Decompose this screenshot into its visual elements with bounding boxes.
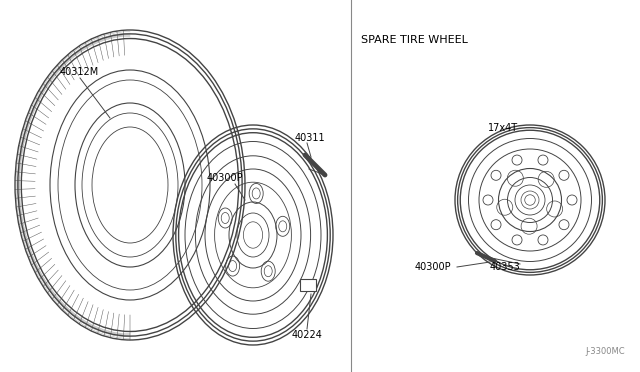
Text: J-3300MC: J-3300MC <box>586 347 625 356</box>
Ellipse shape <box>525 195 535 205</box>
Text: 40300P: 40300P <box>207 173 244 183</box>
Text: 40312M: 40312M <box>60 67 99 77</box>
Text: SPARE TIRE WHEEL: SPARE TIRE WHEEL <box>361 35 468 45</box>
FancyBboxPatch shape <box>300 279 316 291</box>
Text: 17x4T: 17x4T <box>488 123 518 133</box>
Text: 40300P: 40300P <box>415 262 452 272</box>
Text: 40224: 40224 <box>292 330 323 340</box>
Text: 40311: 40311 <box>295 133 326 143</box>
Text: 40353: 40353 <box>490 262 521 272</box>
